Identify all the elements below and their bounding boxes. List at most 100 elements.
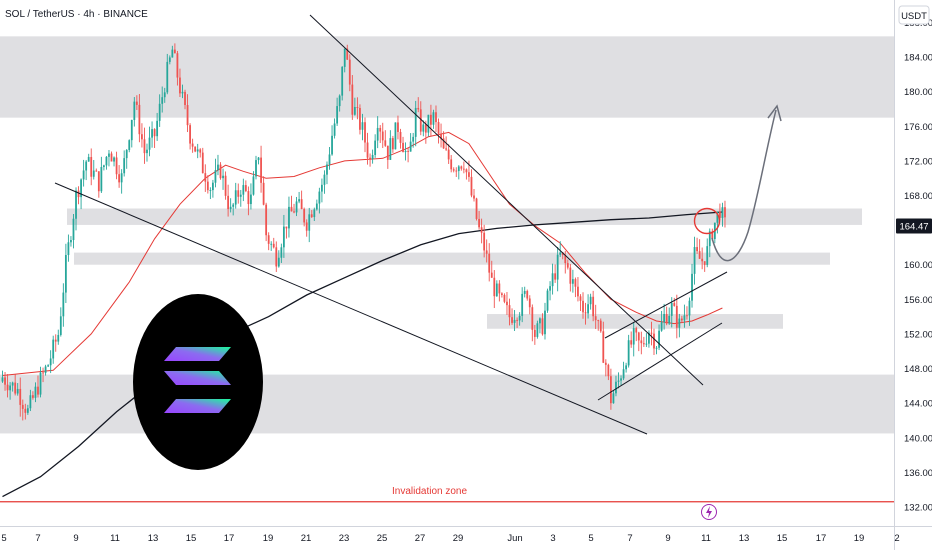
- candle-body: [437, 122, 440, 134]
- currency-button[interactable]: USDT: [898, 5, 930, 25]
- invalidation-zone: Invalidation zone: [0, 486, 894, 503]
- event-lightning-icon[interactable]: [701, 504, 717, 520]
- candle-body: [290, 206, 293, 212]
- price-axis-ticks: 188.00184.00180.00176.00172.00168.00164.…: [904, 18, 932, 513]
- candle-body: [414, 107, 417, 137]
- candle-body: [44, 366, 47, 373]
- trendline-drawings: [54, 14, 782, 435]
- candle-body: [556, 254, 559, 280]
- candle-body: [364, 122, 366, 143]
- candle-body: [691, 273, 693, 301]
- candle-body: [625, 365, 628, 370]
- candle-body: [229, 206, 232, 210]
- time-tick-label: 5: [1, 533, 6, 544]
- candle-body: [637, 332, 640, 341]
- candle-body: [407, 150, 409, 152]
- candle-body: [627, 340, 630, 366]
- candle-body: [166, 61, 169, 93]
- candle-body: [402, 142, 404, 153]
- candle-body: [32, 395, 34, 398]
- candle-body: [1, 377, 4, 382]
- candle-body: [577, 286, 579, 297]
- time-tick-label: 29: [453, 533, 464, 544]
- candle-body: [85, 161, 88, 171]
- logo-bar-middle: [164, 371, 231, 385]
- candle-body: [559, 252, 562, 255]
- candle-body: [675, 305, 678, 328]
- candle-body: [315, 203, 318, 210]
- candle-body: [386, 145, 389, 160]
- candle-body: [105, 156, 108, 166]
- price-tick-label: 132.00: [904, 502, 932, 513]
- candle-body: [391, 138, 394, 150]
- candle-body: [544, 310, 546, 335]
- candle-body: [640, 340, 643, 344]
- candle-body: [361, 122, 364, 130]
- candle-body: [204, 173, 207, 182]
- candle-body: [300, 199, 303, 210]
- candle-body: [465, 169, 468, 173]
- candle-body: [120, 173, 123, 183]
- candle-body: [288, 206, 290, 229]
- ma-black-line: [2, 211, 723, 498]
- candle-body: [87, 157, 90, 162]
- time-tick-label: 23: [339, 533, 350, 544]
- candle-body: [282, 226, 285, 248]
- candle-body: [432, 112, 435, 125]
- candle-body: [26, 408, 29, 413]
- candle-body: [52, 339, 55, 359]
- candle-body: [597, 320, 600, 322]
- candle-body: [59, 316, 62, 335]
- candle-body: [528, 298, 531, 308]
- candle-body: [143, 139, 146, 154]
- candle-body: [447, 149, 450, 160]
- candle-body: [260, 157, 262, 183]
- candle-body: [219, 164, 222, 179]
- candle-body: [214, 170, 217, 183]
- candle-body: [252, 176, 255, 195]
- ma-red-line: [2, 131, 723, 376]
- breakout-circle: [693, 207, 721, 235]
- candle-body: [594, 316, 597, 321]
- candle-body: [171, 49, 174, 58]
- candle-body: [655, 347, 658, 349]
- candle-body: [584, 312, 587, 314]
- candle-body: [419, 109, 422, 132]
- candle-body: [206, 181, 209, 191]
- candle-body: [293, 211, 295, 213]
- candle-body: [331, 135, 333, 155]
- candle-body: [551, 273, 554, 287]
- candle-body: [719, 211, 721, 218]
- candle-body: [11, 382, 14, 386]
- price-tick-label: 140.00: [904, 433, 932, 444]
- candle-body: [359, 107, 361, 130]
- candle-body: [495, 283, 498, 297]
- candle-body: [587, 304, 589, 314]
- zone-band: [0, 36, 894, 118]
- candle-body: [531, 307, 534, 330]
- candle-body: [70, 240, 72, 243]
- candle-body: [4, 377, 6, 385]
- candle-body: [478, 218, 480, 228]
- price-tick-label: 152.00: [904, 329, 932, 340]
- candle-body: [508, 305, 511, 318]
- candle-body: [222, 175, 224, 179]
- candle-body: [343, 48, 346, 67]
- price-tick-label: 168.00: [904, 191, 932, 202]
- candle-body: [485, 250, 488, 254]
- candle-body: [77, 190, 80, 198]
- time-tick-label: 9: [73, 533, 78, 544]
- candle-body: [247, 191, 250, 205]
- candle-body: [533, 329, 536, 337]
- candle-body: [115, 157, 118, 175]
- candle-body: [480, 227, 483, 233]
- candlestick-series: [1, 43, 726, 421]
- candle-body: [721, 207, 724, 218]
- candle-body: [141, 134, 143, 140]
- candle-body: [250, 194, 252, 205]
- candle-body: [80, 179, 82, 198]
- candle-body: [673, 303, 676, 306]
- candle-body: [118, 174, 121, 183]
- candle-body: [234, 190, 237, 205]
